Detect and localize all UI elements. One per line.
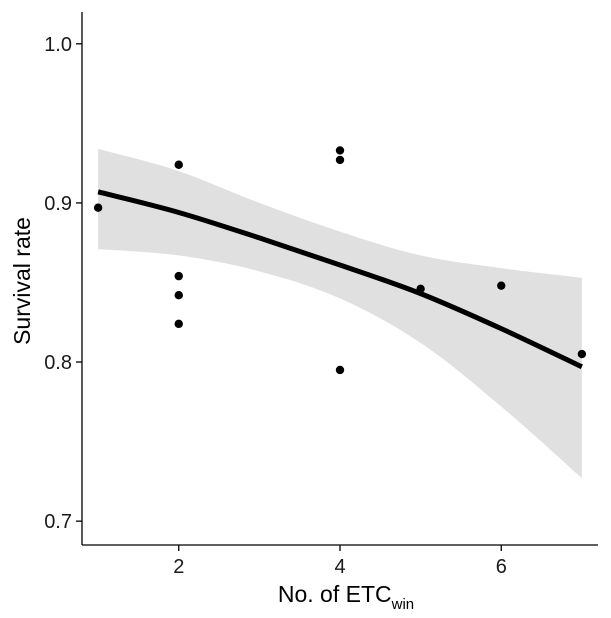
data-point — [577, 349, 587, 359]
data-point — [174, 271, 183, 281]
y-tick-label: 1.0 — [44, 34, 72, 56]
y-tick-label: 0.7 — [44, 511, 72, 533]
data-point — [174, 291, 183, 300]
data-point — [335, 146, 345, 155]
axes-layer — [76, 12, 598, 551]
data-point — [497, 281, 506, 290]
x-axis-title-main: No. of ETC — [278, 581, 392, 607]
data-point — [335, 155, 345, 165]
data-point — [93, 203, 103, 212]
data-point — [174, 319, 183, 329]
x-axis-title-subscript: win — [391, 596, 415, 613]
fit-line-layer — [97, 189, 583, 370]
confidence-band — [98, 148, 582, 479]
data-point — [416, 284, 425, 294]
data-points-layer — [93, 146, 587, 375]
x-tick-label: 6 — [496, 556, 507, 578]
data-point — [174, 160, 183, 169]
x-axis-title: No. of ETCwin — [278, 581, 414, 613]
y-tick-label: 0.8 — [44, 352, 72, 374]
x-tick-label: 2 — [173, 556, 184, 578]
y-axis-title: Survival rate — [9, 217, 35, 345]
data-point — [335, 365, 345, 375]
fit-line — [97, 189, 583, 370]
tick-labels-layer: 0.7 0.8 0.9 1.0 2 4 6 — [44, 34, 507, 578]
axis-titles-layer: No. of ETCwin Survival rate — [9, 217, 414, 613]
confidence-band-layer — [98, 148, 582, 479]
x-tick-label: 4 — [334, 556, 345, 578]
y-tick-label: 0.9 — [44, 193, 72, 215]
